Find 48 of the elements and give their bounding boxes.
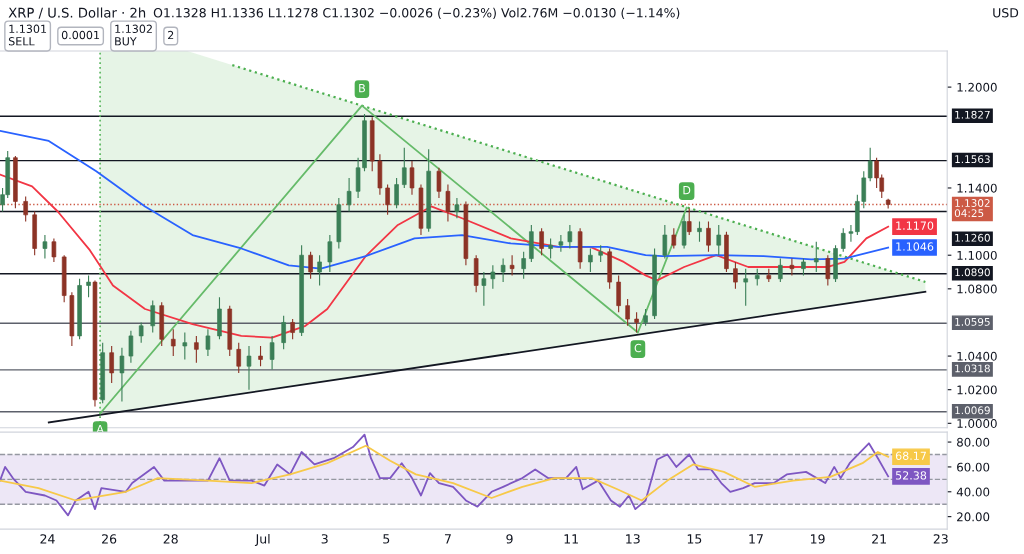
ref-line-label: 1.1302 04:25 [954, 199, 990, 218]
text: USD [993, 8, 1019, 18]
ref-line-label: 1.0318 [955, 364, 990, 373]
chart-title: XRP / U.S. Dollar · 2h [8, 7, 146, 19]
x-tick-label: 7 [444, 534, 451, 544]
y-tick-label: 1.0000 [957, 419, 997, 428]
ref-line-label: 1.0069 [955, 406, 990, 415]
x-tick-label: 9 [506, 534, 513, 544]
x-tick-label: 11 [564, 534, 578, 544]
y-tick-label: 1.2000 [957, 82, 997, 92]
y-tick-label: 20.00 [957, 512, 990, 522]
data-label: 1.1046 [896, 242, 934, 251]
y-tick-label: 1.1400 [957, 183, 997, 193]
x-tick-label: 5 [383, 534, 390, 544]
x-tick-label: 24 [40, 534, 55, 544]
annotation: D [683, 186, 691, 195]
y-tick-label: 1.1000 [957, 250, 997, 260]
x-tick-label: 26 [102, 534, 117, 544]
text: 1.1302 BUY [115, 24, 152, 46]
ref-line-label: 1.0595 [955, 317, 990, 326]
x-tick-label: 19 [810, 534, 825, 544]
y-tick-label: 1.0800 [957, 284, 997, 294]
text: 0.0001 [61, 30, 100, 40]
x-tick-label: Jul [254, 533, 270, 546]
ref-line-label: 1.1260 [955, 233, 990, 242]
x-tick-label: 3 [321, 534, 328, 544]
data-label: 68.17 [895, 451, 926, 460]
y-tick-label: 60.00 [957, 462, 990, 472]
annotation: B [359, 84, 365, 93]
ref-line-label: 1.0890 [955, 268, 990, 277]
y-tick-label: 80.00 [957, 437, 990, 447]
ref-line-label: 1.1827 [955, 110, 990, 119]
data-label: 1.1170 [896, 221, 934, 230]
data-label: 52.38 [895, 471, 927, 480]
ref-line-label: 1.1563 [955, 155, 990, 164]
annotation: C [634, 343, 642, 353]
x-tick-label: 13 [626, 534, 640, 544]
x-tick-label: 17 [749, 534, 763, 544]
text: 1.1301 SELL [8, 24, 47, 46]
x-tick-label: 23 [933, 534, 948, 544]
x-tick-label: 21 [872, 534, 886, 544]
x-tick-label: 28 [163, 534, 178, 544]
y-tick-label: 40.00 [956, 487, 990, 497]
x-tick-label: 15 [687, 534, 702, 544]
text: 2 [168, 30, 174, 40]
y-tick-label: 1.0200 [957, 385, 997, 395]
y-tick-label: 1.0400 [957, 351, 997, 361]
text: O1.1328 H1.1336 L1.1278 C1.1302 −0.0026 (−0.23%) Vol2.76M −0.0130 (−1.14%) [153, 7, 680, 19]
